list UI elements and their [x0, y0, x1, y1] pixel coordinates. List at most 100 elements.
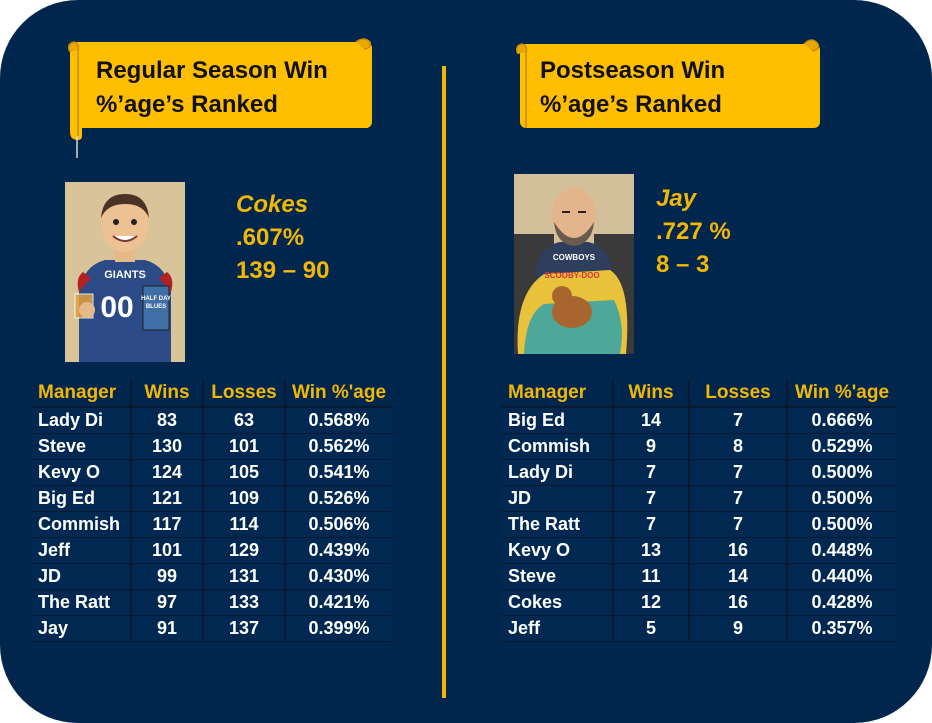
postseason-table: Manager Wins Losses Win %'age Big Ed 14 7 0…: [502, 380, 896, 642]
manager-cell: Commish: [32, 511, 132, 538]
pct-cell: 0.568%: [285, 407, 392, 434]
manager-cell: JD: [32, 563, 132, 590]
manager-cell: The Ratt: [502, 511, 614, 538]
table-row: Cokes 12 16 0.428%: [502, 589, 896, 616]
col-wins: Wins: [131, 380, 204, 408]
scroll-banner-icon: [67, 38, 372, 158]
scroll-banner-icon: [515, 39, 820, 128]
manager-cell: Commish: [502, 433, 614, 460]
table-row: Kevy O 13 16 0.448%: [502, 537, 896, 564]
wins-cell: 83: [131, 407, 204, 434]
pct-cell: 0.500%: [787, 511, 896, 538]
wins-cell: 5: [613, 615, 690, 642]
table-row: Lady Di 7 7 0.500%: [502, 459, 896, 486]
pct-cell: 0.439%: [285, 537, 392, 564]
regular-leader: Cokes .607% 139 – 90: [236, 188, 329, 287]
losses-cell: 7: [689, 511, 788, 538]
regular-table-body: Lady Di 83 63 0.568% Steve 130 101 0.562% Kevy O…: [32, 407, 392, 642]
regular-season-table: Manager Wins Losses Win %'age Lady Di 83 6…: [32, 380, 392, 642]
post-banner-line2: %’age’s Ranked: [540, 91, 722, 118]
losses-cell: 114: [203, 511, 286, 538]
pct-cell: 0.541%: [285, 459, 392, 486]
col-wins: Wins: [613, 380, 690, 408]
losses-cell: 101: [203, 433, 286, 460]
wins-cell: 101: [131, 537, 204, 564]
regular-banner-line1: Regular Season Win: [96, 57, 328, 84]
manager-cell: Lady Di: [502, 459, 614, 486]
table-row: Steve 130 101 0.562%: [32, 433, 392, 460]
wins-cell: 97: [131, 589, 204, 616]
table-row: Commish 9 8 0.529%: [502, 433, 896, 460]
wins-cell: 7: [613, 511, 690, 538]
col-pct: Win %'age: [787, 380, 896, 408]
wins-cell: 99: [131, 563, 204, 590]
post-leader: Jay .727 % 8 – 3: [656, 182, 731, 281]
book-title-line2: BLUES: [146, 304, 166, 310]
wins-cell: 91: [131, 615, 204, 642]
post-banner-line1: Postseason Win: [540, 57, 726, 84]
manager-cell: Steve: [32, 433, 132, 460]
pct-cell: 0.500%: [787, 459, 896, 486]
col-manager: Manager: [502, 380, 614, 408]
post-leader-pct: .727 %: [656, 218, 731, 245]
pct-cell: 0.399%: [285, 615, 392, 642]
manager-cell: Kevy O: [502, 537, 614, 564]
post-leader-name: Jay: [656, 185, 697, 212]
regular-leader-pct: .607%: [236, 224, 305, 251]
regular-season-banner: Regular Season Win %’age’s Ranked: [64, 36, 376, 160]
wins-cell: 7: [613, 459, 690, 486]
wins-cell: 124: [131, 459, 204, 486]
table-row: Jay 91 137 0.399%: [32, 615, 392, 642]
pct-cell: 0.421%: [285, 589, 392, 616]
giants-fan-portrait: GIANTS 00 HALF DAY BLUES: [65, 182, 185, 362]
losses-cell: 8: [689, 433, 788, 460]
table-row: The Ratt 7 7 0.500%: [502, 511, 896, 538]
post-table-body: Big Ed 14 7 0.666% Commish 9 8 0.529% Lady Di 7 7 0…: [502, 407, 896, 642]
col-manager: Manager: [32, 380, 132, 408]
center-divider: [442, 66, 446, 698]
table-row: JD 99 131 0.430%: [32, 563, 392, 590]
losses-cell: 133: [203, 589, 286, 616]
cowboys-fan-cartoon-icon: COWBOYS SCOOBY-DOO: [514, 174, 634, 354]
table-row: JD 7 7 0.500%: [502, 485, 896, 512]
wins-cell: 130: [131, 433, 204, 460]
losses-cell: 7: [689, 459, 788, 486]
manager-cell: Jeff: [502, 615, 614, 642]
table-header-row: Manager Wins Losses Win %'age: [502, 380, 896, 408]
table-row: Jeff 5 9 0.357%: [502, 615, 896, 642]
jersey-number: 00: [100, 291, 133, 324]
pct-cell: 0.440%: [787, 563, 896, 590]
wins-cell: 11: [613, 563, 690, 590]
table-header-row: Manager Wins Losses Win %'age: [32, 380, 392, 408]
wins-cell: 9: [613, 433, 690, 460]
manager-cell: Cokes: [502, 589, 614, 616]
losses-cell: 137: [203, 615, 286, 642]
wins-cell: 14: [613, 407, 690, 434]
manager-cell: The Ratt: [32, 589, 132, 616]
losses-cell: 105: [203, 459, 286, 486]
pct-cell: 0.500%: [787, 485, 896, 512]
losses-cell: 63: [203, 407, 286, 434]
pct-cell: 0.428%: [787, 589, 896, 616]
manager-cell: Kevy O: [32, 459, 132, 486]
regular-leader-record: 139 – 90: [236, 257, 330, 284]
table-row: Big Ed 121 109 0.526%: [32, 485, 392, 512]
losses-cell: 9: [689, 615, 788, 642]
col-losses: Losses: [689, 380, 788, 408]
pct-cell: 0.448%: [787, 537, 896, 564]
manager-cell: JD: [502, 485, 614, 512]
cowboys-fan-portrait: COWBOYS SCOOBY-DOO: [514, 174, 634, 354]
losses-cell: 131: [203, 563, 286, 590]
losses-cell: 16: [689, 537, 788, 564]
regular-banner-line2: %’age’s Ranked: [96, 91, 278, 118]
table-row: The Ratt 97 133 0.421%: [32, 589, 392, 616]
postseason-banner: Postseason Win %’age’s Ranked: [512, 36, 824, 136]
losses-cell: 129: [203, 537, 286, 564]
blanket-text: SCOOBY-DOO: [544, 271, 599, 280]
pct-cell: 0.430%: [285, 563, 392, 590]
manager-cell: Big Ed: [32, 485, 132, 512]
manager-cell: Lady Di: [32, 407, 132, 434]
post-leader-record: 8 – 3: [656, 251, 710, 278]
wins-cell: 13: [613, 537, 690, 564]
losses-cell: 7: [689, 407, 788, 434]
